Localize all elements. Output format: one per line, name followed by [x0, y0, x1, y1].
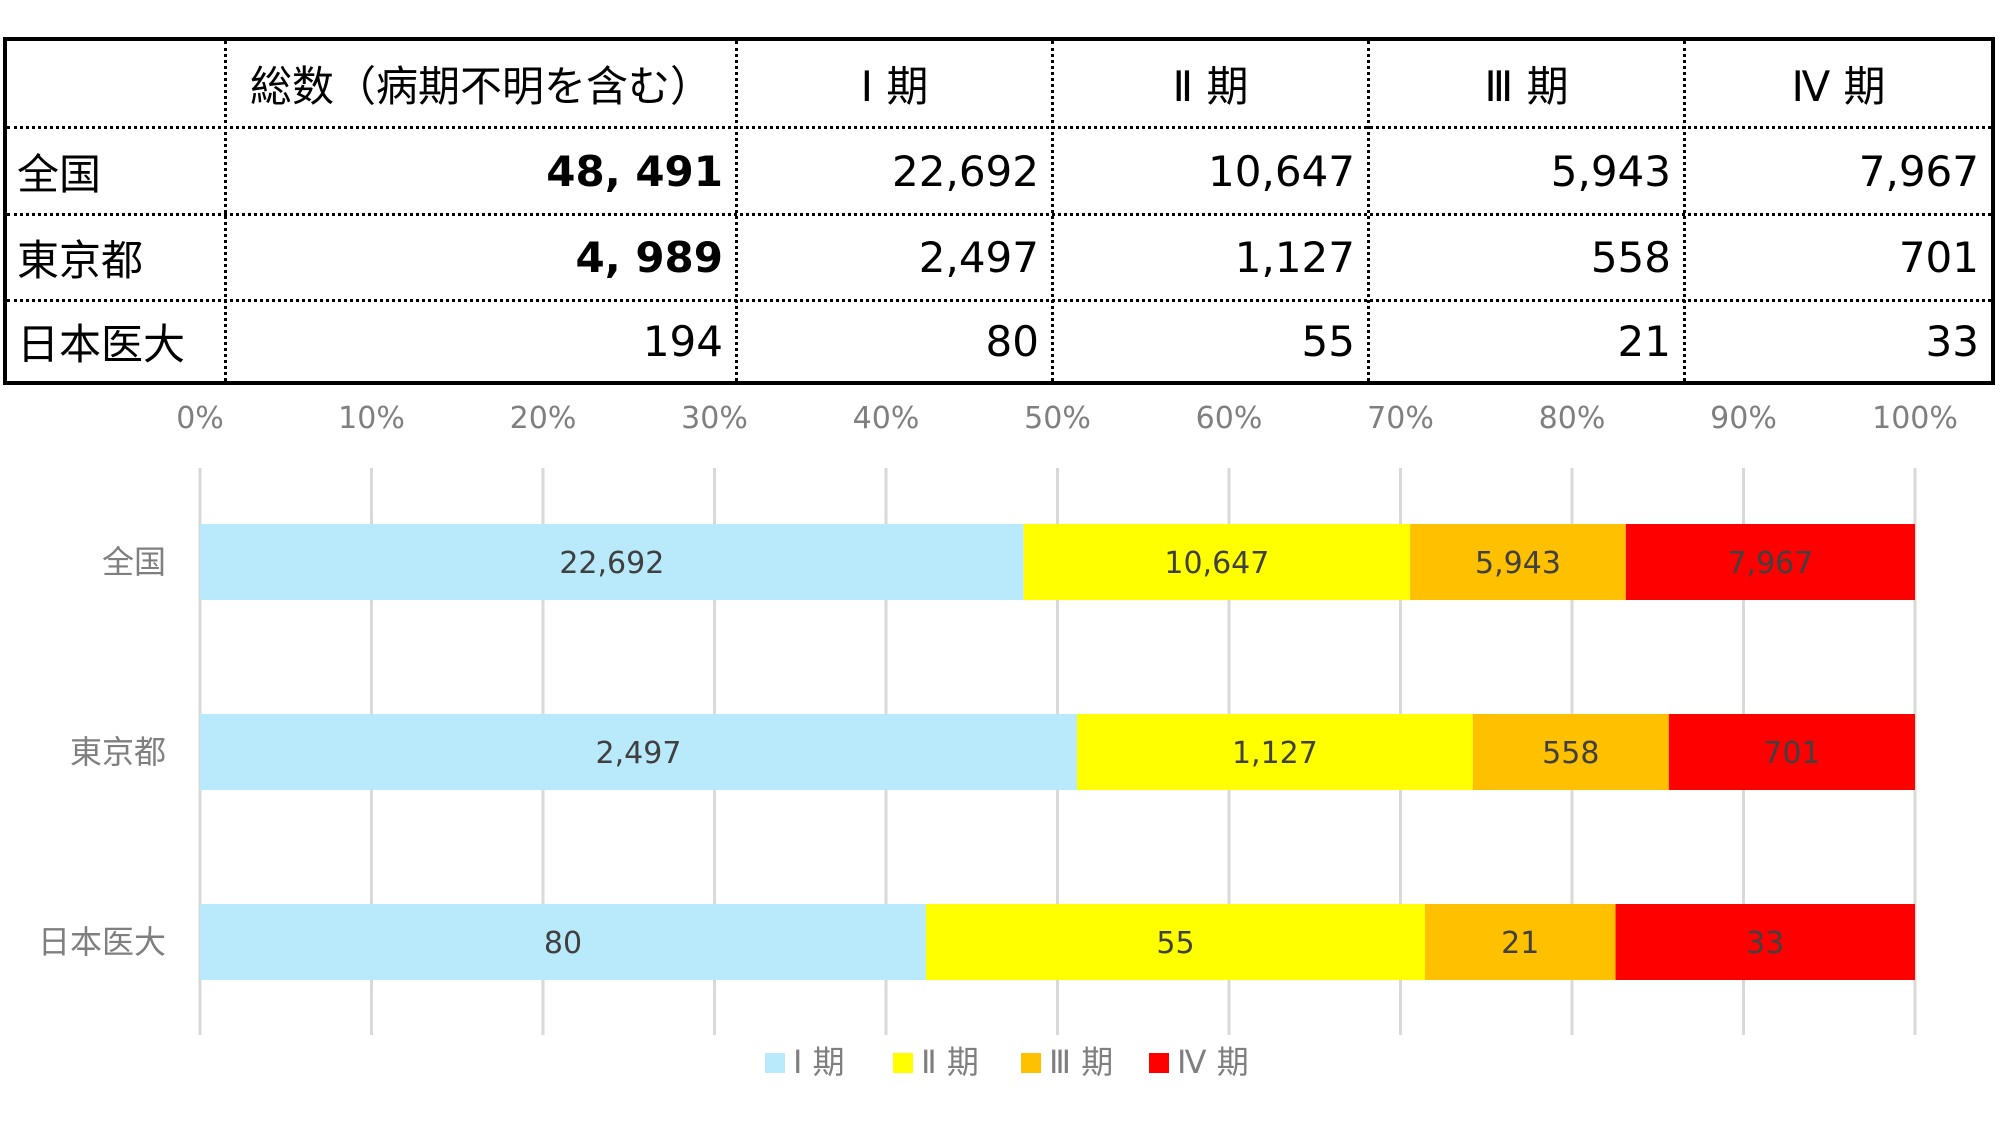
bar-segment [1076, 714, 1473, 790]
bar-segment [200, 904, 926, 980]
stacked-bar-chart: 0% 10% 20% 30% 40% 50% 60% 70% 80% 90% 100% 22,692 1… [38, 401, 1958, 1081]
table-cell-stage3: 5,943 [1550, 146, 1671, 196]
data-label: 2,497 [596, 736, 682, 771]
table-cell-stage1: 80 [985, 317, 1039, 366]
table-row-divider [7, 299, 1991, 302]
y-category-label: 東京都 [70, 733, 166, 771]
data-label: 558 [1542, 736, 1599, 771]
data-label: 55 [1156, 926, 1194, 961]
table-col-divider [1367, 41, 1370, 381]
data-label: 21 [1501, 926, 1539, 961]
table-row-label: 全国 [17, 149, 102, 199]
y-category-label: 全国 [102, 543, 166, 581]
x-tick-label: 90% [1710, 401, 1777, 436]
bar-segment [925, 904, 1425, 980]
table-header-stage2: Ⅱ 期 [1172, 62, 1249, 111]
legend-label: Ⅳ 期 [1177, 1043, 1249, 1081]
legend-label: Ⅰ 期 [793, 1043, 845, 1081]
table-cell-stage2: 55 [1301, 317, 1355, 366]
x-tick-label: 0% [176, 401, 224, 436]
data-label: 1,127 [1232, 736, 1318, 771]
legend-label: Ⅲ 期 [1049, 1043, 1113, 1081]
table-cell-total: 4, 989 [575, 233, 723, 282]
bar-segment [1472, 714, 1669, 790]
legend-swatch [1021, 1053, 1041, 1073]
table-cell-stage4: 7,967 [1858, 146, 1979, 196]
table-row-divider [7, 213, 1991, 216]
table-cell-stage3: 21 [1617, 317, 1671, 366]
table-cell-stage2: 10,647 [1208, 146, 1355, 196]
table-cell-total: 48, 491 [546, 146, 723, 196]
table-header-total: 総数（病期不明を含む） [249, 62, 712, 111]
x-tick-label: 60% [1196, 401, 1263, 436]
table-col-divider [224, 41, 227, 381]
table-header-stage4: Ⅳ 期 [1791, 62, 1886, 111]
bar-segment [1668, 714, 1915, 790]
x-tick-label: 30% [681, 401, 748, 436]
data-label: 701 [1763, 736, 1820, 771]
table-header-stage3: Ⅲ 期 [1484, 62, 1569, 111]
stat-table: 総数（病期不明を含む） Ⅰ 期 Ⅱ 期 Ⅲ 期 Ⅳ 期 全国 48, 491 2… [3, 37, 1995, 385]
legend-swatch [893, 1053, 913, 1073]
table-cell-stage3: 558 [1590, 233, 1671, 282]
data-label: 10,647 [1164, 546, 1269, 581]
table-cell-stage4: 33 [1925, 317, 1979, 366]
table-cell-stage2: 1,127 [1234, 233, 1355, 282]
table-header-stage1: Ⅰ 期 [860, 62, 929, 111]
bar-segment [200, 714, 1077, 790]
table-cell-stage4: 701 [1898, 233, 1979, 282]
data-label: 22,692 [559, 546, 664, 581]
table-row-label: 日本医大 [17, 320, 186, 369]
table-cell-total: 194 [642, 317, 723, 366]
bar-segment [200, 524, 1024, 600]
bar-segment [1625, 524, 1915, 600]
table-cell-stage1: 22,692 [892, 146, 1039, 196]
data-label: 33 [1746, 926, 1784, 961]
x-tick-label: 10% [338, 401, 405, 436]
x-tick-label: 40% [853, 401, 920, 436]
bar-segment [1023, 524, 1411, 600]
legend-label: Ⅱ 期 [921, 1043, 979, 1081]
table-row-divider [7, 126, 1991, 129]
table-row-label: 東京都 [17, 236, 144, 285]
data-label: 7,967 [1727, 546, 1813, 581]
table-col-divider [1051, 41, 1054, 381]
table-col-divider [1683, 41, 1686, 381]
bar-segment [1615, 904, 1915, 980]
legend-swatch [765, 1053, 785, 1073]
x-tick-label: 80% [1539, 401, 1606, 436]
data-label: 80 [544, 926, 582, 961]
legend-swatch [1149, 1053, 1169, 1073]
bar-segment [1425, 904, 1616, 980]
x-tick-label: 20% [510, 401, 577, 436]
data-label: 5,943 [1475, 546, 1561, 581]
bar-segment [1410, 524, 1626, 600]
table-cell-stage1: 2,497 [918, 233, 1039, 282]
table-col-divider [735, 41, 738, 381]
x-tick-label: 50% [1024, 401, 1091, 436]
y-category-label: 日本医大 [38, 923, 166, 961]
table-header-blank [7, 41, 224, 126]
x-tick-label: 100% [1872, 401, 1958, 436]
x-tick-label: 70% [1367, 401, 1434, 436]
